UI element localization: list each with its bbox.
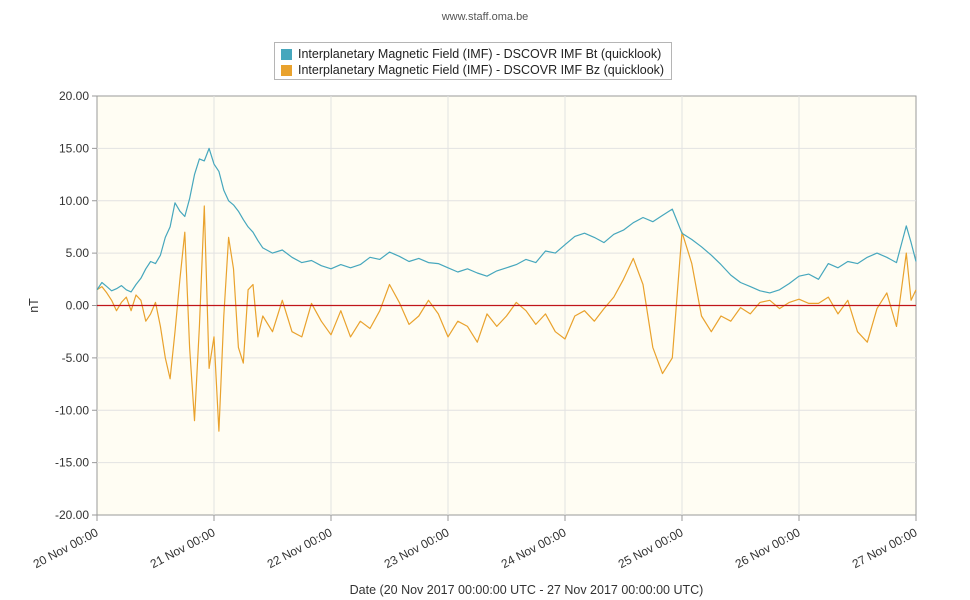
x-tick-label: 23 Nov 00:00: [382, 525, 452, 571]
chart-legend: Interplanetary Magnetic Field (IMF) - DS…: [274, 42, 672, 80]
series-line-bt: [96, 147, 917, 294]
y-tick-label: -20.00: [55, 508, 89, 522]
y-tick-label: 5.00: [66, 246, 90, 260]
legend-swatch-bt: [281, 48, 292, 60]
y-axis-label: nT: [27, 298, 41, 313]
x-axis-ticks: 20 Nov 00:00 21 Nov 00:00 22 Nov 00:00 23 N…: [31, 515, 920, 571]
y-tick-label: 15.00: [59, 141, 89, 155]
x-tick-label: 26 Nov 00:00: [733, 525, 803, 571]
legend-label-bz: Interplanetary Magnetic Field (IMF) - DS…: [298, 63, 665, 77]
series-lines: [96, 147, 917, 432]
x-tick-label: 25 Nov 00:00: [616, 525, 686, 571]
x-axis-label: Date (20 Nov 2017 00:00:00 UTC - 27 Nov …: [350, 583, 704, 597]
y-tick-label: -10.00: [55, 403, 89, 417]
x-tick-label: 27 Nov 00:00: [850, 525, 920, 571]
legend-item-bt[interactable]: Interplanetary Magnetic Field (IMF) - DS…: [281, 46, 665, 62]
source-credit: www.staff.oma.be: [441, 11, 529, 23]
y-tick-label: 20.00: [59, 89, 89, 103]
legend-label-bt: Interplanetary Magnetic Field (IMF) - DS…: [298, 47, 662, 61]
legend-item-bz[interactable]: Interplanetary Magnetic Field (IMF) - DS…: [281, 62, 665, 78]
legend-swatch-bz: [281, 64, 292, 76]
y-axis-ticks: 20.00 15.00 10.00 5.00 0.00 -5.00 -10.00 -15.00…: [55, 89, 97, 522]
y-tick-label: -5.00: [62, 351, 90, 365]
y-tick-label: 10.00: [59, 194, 89, 208]
y-tick-label: 0.00: [66, 299, 90, 313]
x-tick-label: 22 Nov 00:00: [265, 525, 335, 571]
y-tick-label: -15.00: [55, 456, 89, 470]
x-tick-label: 21 Nov 00:00: [148, 525, 218, 571]
x-tick-label: 24 Nov 00:00: [499, 525, 569, 571]
series-line-bz: [96, 205, 917, 432]
x-tick-label: 20 Nov 00:00: [31, 525, 101, 571]
